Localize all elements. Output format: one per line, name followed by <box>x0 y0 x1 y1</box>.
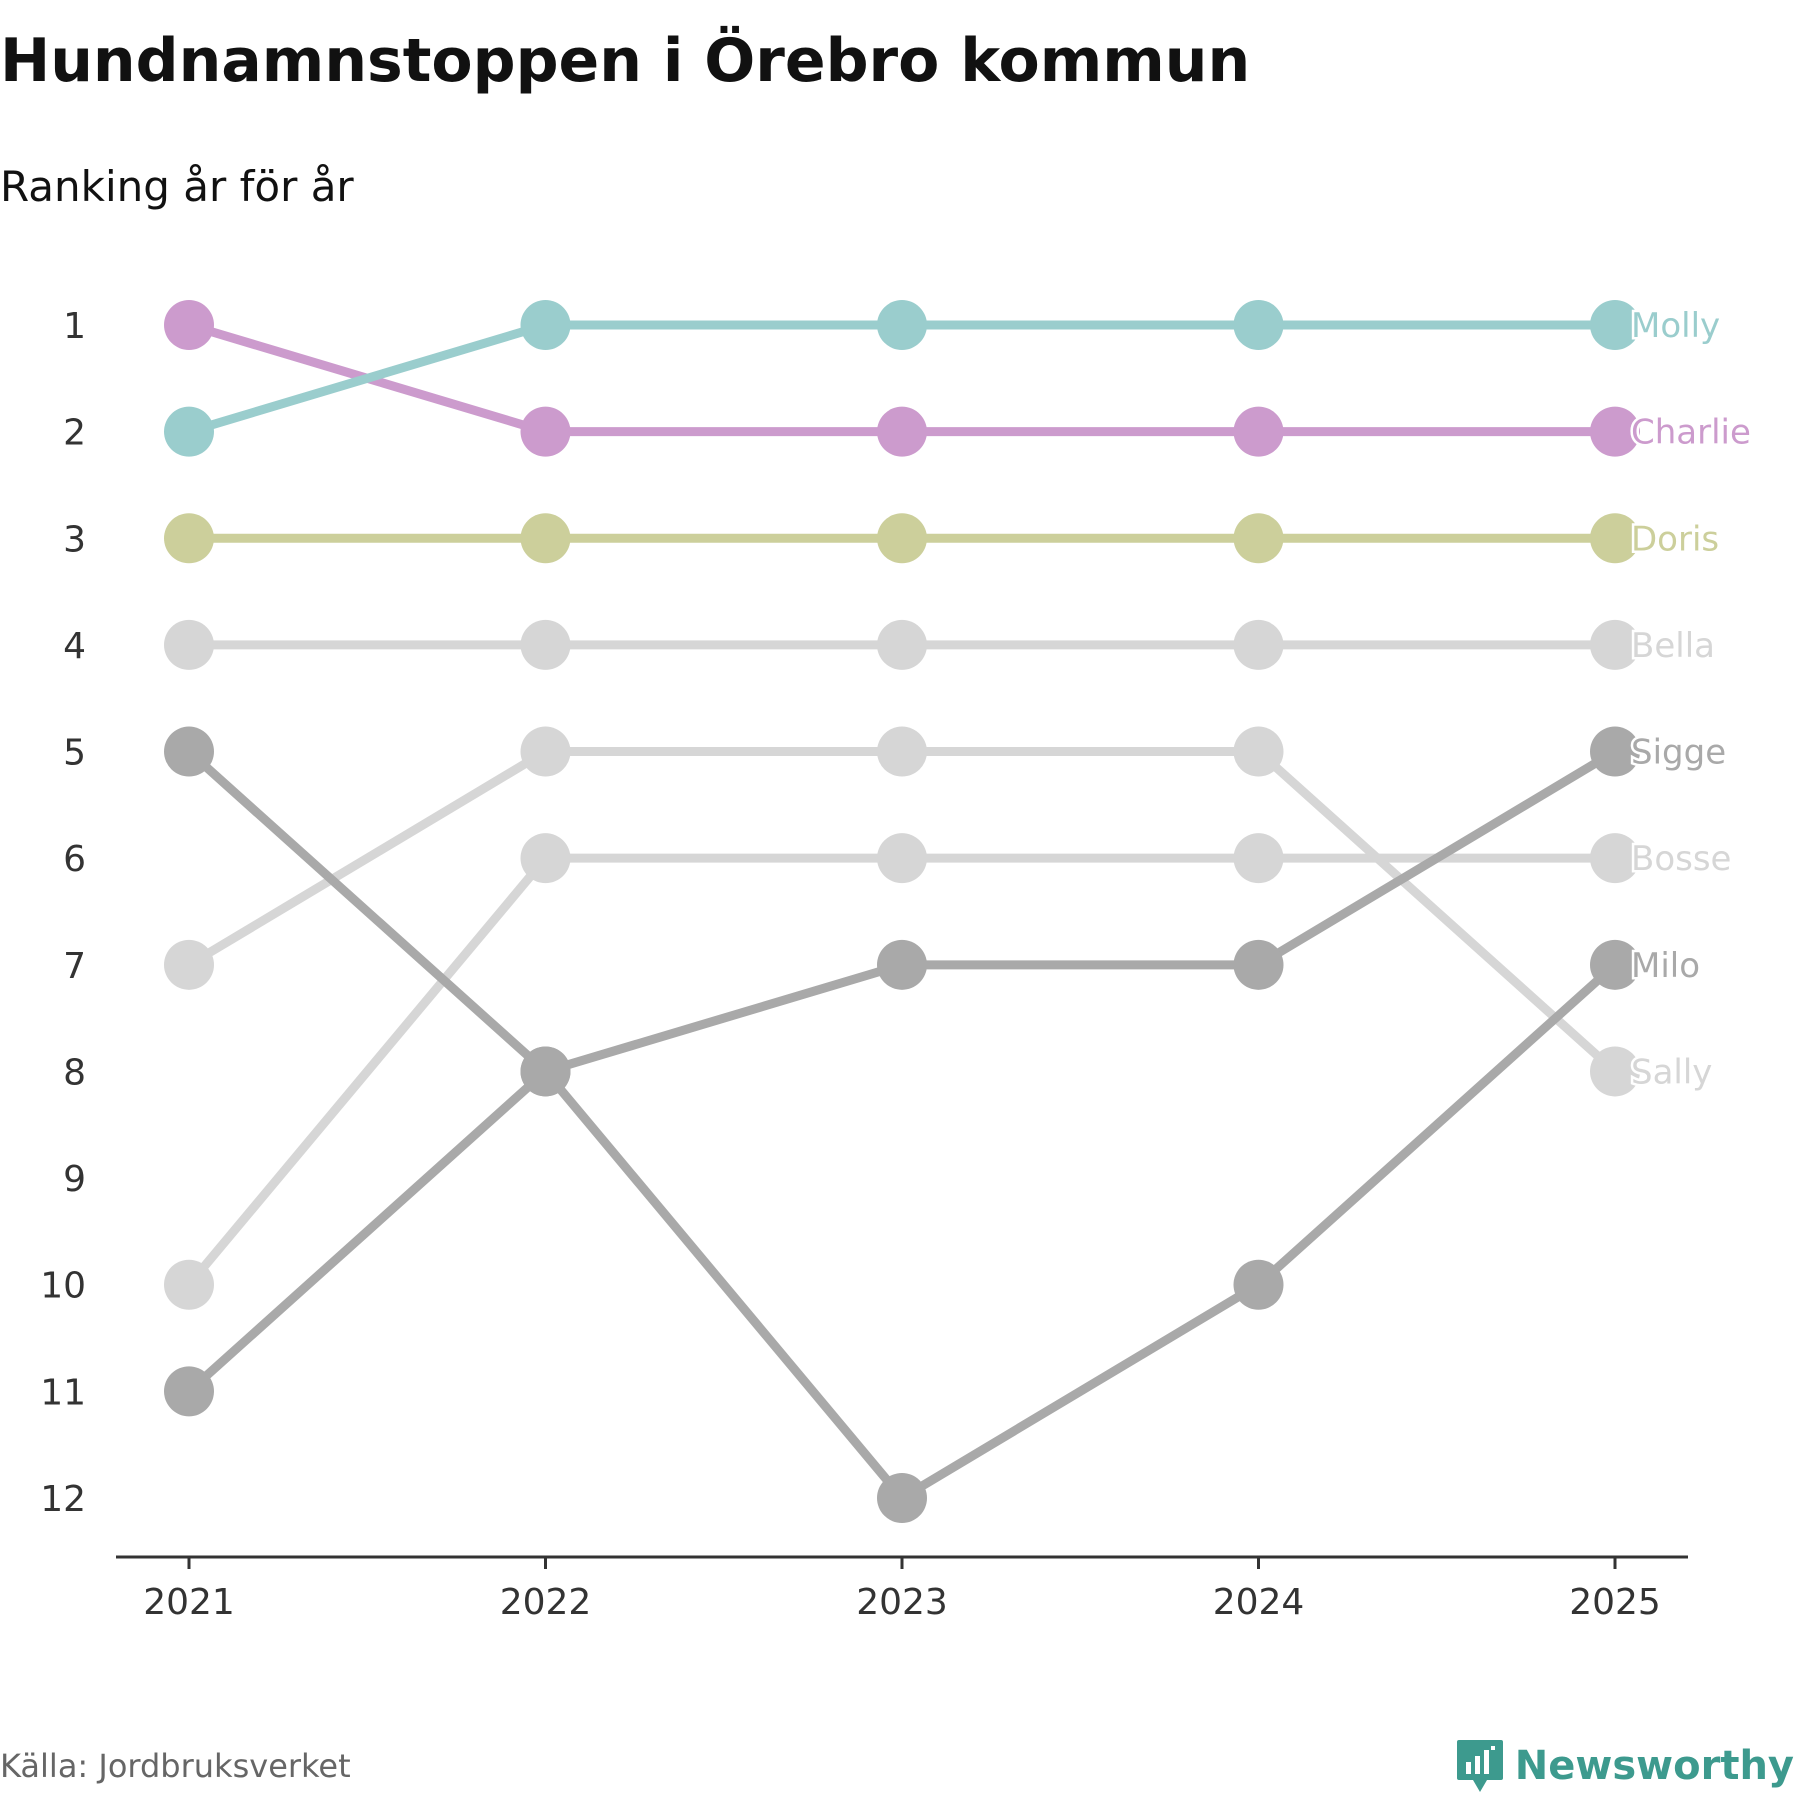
series-label-molly: Molly <box>1631 306 1720 346</box>
data-point-molly <box>1590 300 1640 350</box>
chart-title: Hundnamnstoppen i Örebro kommun <box>0 26 1251 96</box>
data-point-sigge <box>164 1366 214 1417</box>
series-molly: Molly <box>164 300 1723 457</box>
data-point-bella <box>520 619 571 670</box>
y-tick-label: 5 <box>63 733 86 774</box>
data-point-bella <box>1233 619 1284 670</box>
data-point-charlie <box>877 406 927 457</box>
data-point-sally <box>520 726 571 777</box>
y-tick-label: 10 <box>40 1266 86 1307</box>
data-point-charlie <box>164 300 214 350</box>
data-point-bella <box>164 619 214 670</box>
data-point-milo <box>164 726 214 777</box>
data-point-bella <box>877 619 927 670</box>
data-point-doris <box>164 513 214 564</box>
data-point-sally <box>164 939 214 990</box>
data-point-doris <box>1233 513 1284 564</box>
data-point-molly <box>877 300 927 350</box>
series-label-bella: Bella <box>1631 626 1715 666</box>
data-point-charlie <box>1233 406 1284 457</box>
y-tick-label: 1 <box>63 306 86 347</box>
x-tick-label: 2022 <box>500 1582 592 1623</box>
x-tick-label: 2021 <box>143 1582 235 1623</box>
series-label-bosse: Bosse <box>1631 839 1731 879</box>
data-point-doris <box>520 513 571 564</box>
data-point-sally <box>1233 726 1284 777</box>
chart-subtitle: Ranking år för år <box>0 162 354 211</box>
y-tick-label: 9 <box>63 1159 86 1200</box>
series-label-charlie: Charlie <box>1631 413 1751 453</box>
data-point-sally <box>1590 1046 1640 1097</box>
x-tick-label: 2025 <box>1569 1582 1661 1623</box>
y-tick-label: 6 <box>63 839 86 880</box>
data-point-doris <box>1590 513 1640 564</box>
data-point-sally <box>877 726 927 777</box>
y-tick-label: 8 <box>63 1052 86 1093</box>
data-point-sigge <box>1233 939 1284 990</box>
series-layer: Bella Bosse Sally Sigge Milo Doris Charlie Moll… <box>164 300 1753 1523</box>
newsworthy-logo-icon <box>1456 1740 1503 1792</box>
data-point-milo <box>1233 1259 1284 1310</box>
series-charlie: Charlie <box>164 300 1753 457</box>
series-milo: Milo <box>164 726 1703 1523</box>
x-axis: 2021 2022 2023 2024 2025 <box>116 1555 1688 1623</box>
data-point-bosse <box>520 833 571 884</box>
data-point-doris <box>877 513 927 564</box>
y-tick-label: 2 <box>63 413 86 454</box>
y-tick-label: 12 <box>40 1479 86 1520</box>
series-label-sally: Sally <box>1631 1052 1712 1092</box>
series-label-doris: Doris <box>1631 519 1719 559</box>
data-point-charlie <box>520 406 571 457</box>
series-line-bosse <box>184 853 1620 1290</box>
data-point-molly <box>520 300 571 350</box>
brand-name: Newsworthy <box>1514 1743 1794 1789</box>
series-doris: Doris <box>164 513 1722 564</box>
data-point-bosse <box>877 833 927 884</box>
series-label-sigge: Sigge <box>1631 733 1726 773</box>
data-point-bosse <box>1590 833 1640 884</box>
y-tick-label: 3 <box>63 519 86 560</box>
y-tick-label: 11 <box>40 1372 86 1413</box>
source-note: Källa: Jordbruksverket <box>0 1747 351 1785</box>
x-tick-label: 2024 <box>1213 1582 1305 1623</box>
y-tick-label: 4 <box>63 626 86 667</box>
data-point-molly <box>164 406 214 457</box>
data-point-charlie <box>1590 406 1640 457</box>
series-label-milo: Milo <box>1631 946 1700 986</box>
series-sally: Sally <box>164 726 1715 1097</box>
data-point-milo <box>520 1046 571 1097</box>
data-point-milo <box>877 1473 927 1523</box>
x-tick-label: 2023 <box>856 1582 948 1623</box>
data-point-sigge <box>877 939 927 990</box>
data-point-bella <box>1590 619 1640 670</box>
data-point-molly <box>1233 300 1284 350</box>
y-tick-label: 7 <box>63 946 86 987</box>
data-point-bosse <box>1233 833 1284 884</box>
data-point-bosse <box>164 1259 214 1310</box>
data-point-sigge <box>1590 726 1640 777</box>
series-bella: Bella <box>164 619 1717 670</box>
brand-logo: Newsworthy <box>1455 1736 1794 1796</box>
data-point-milo <box>1590 939 1640 990</box>
